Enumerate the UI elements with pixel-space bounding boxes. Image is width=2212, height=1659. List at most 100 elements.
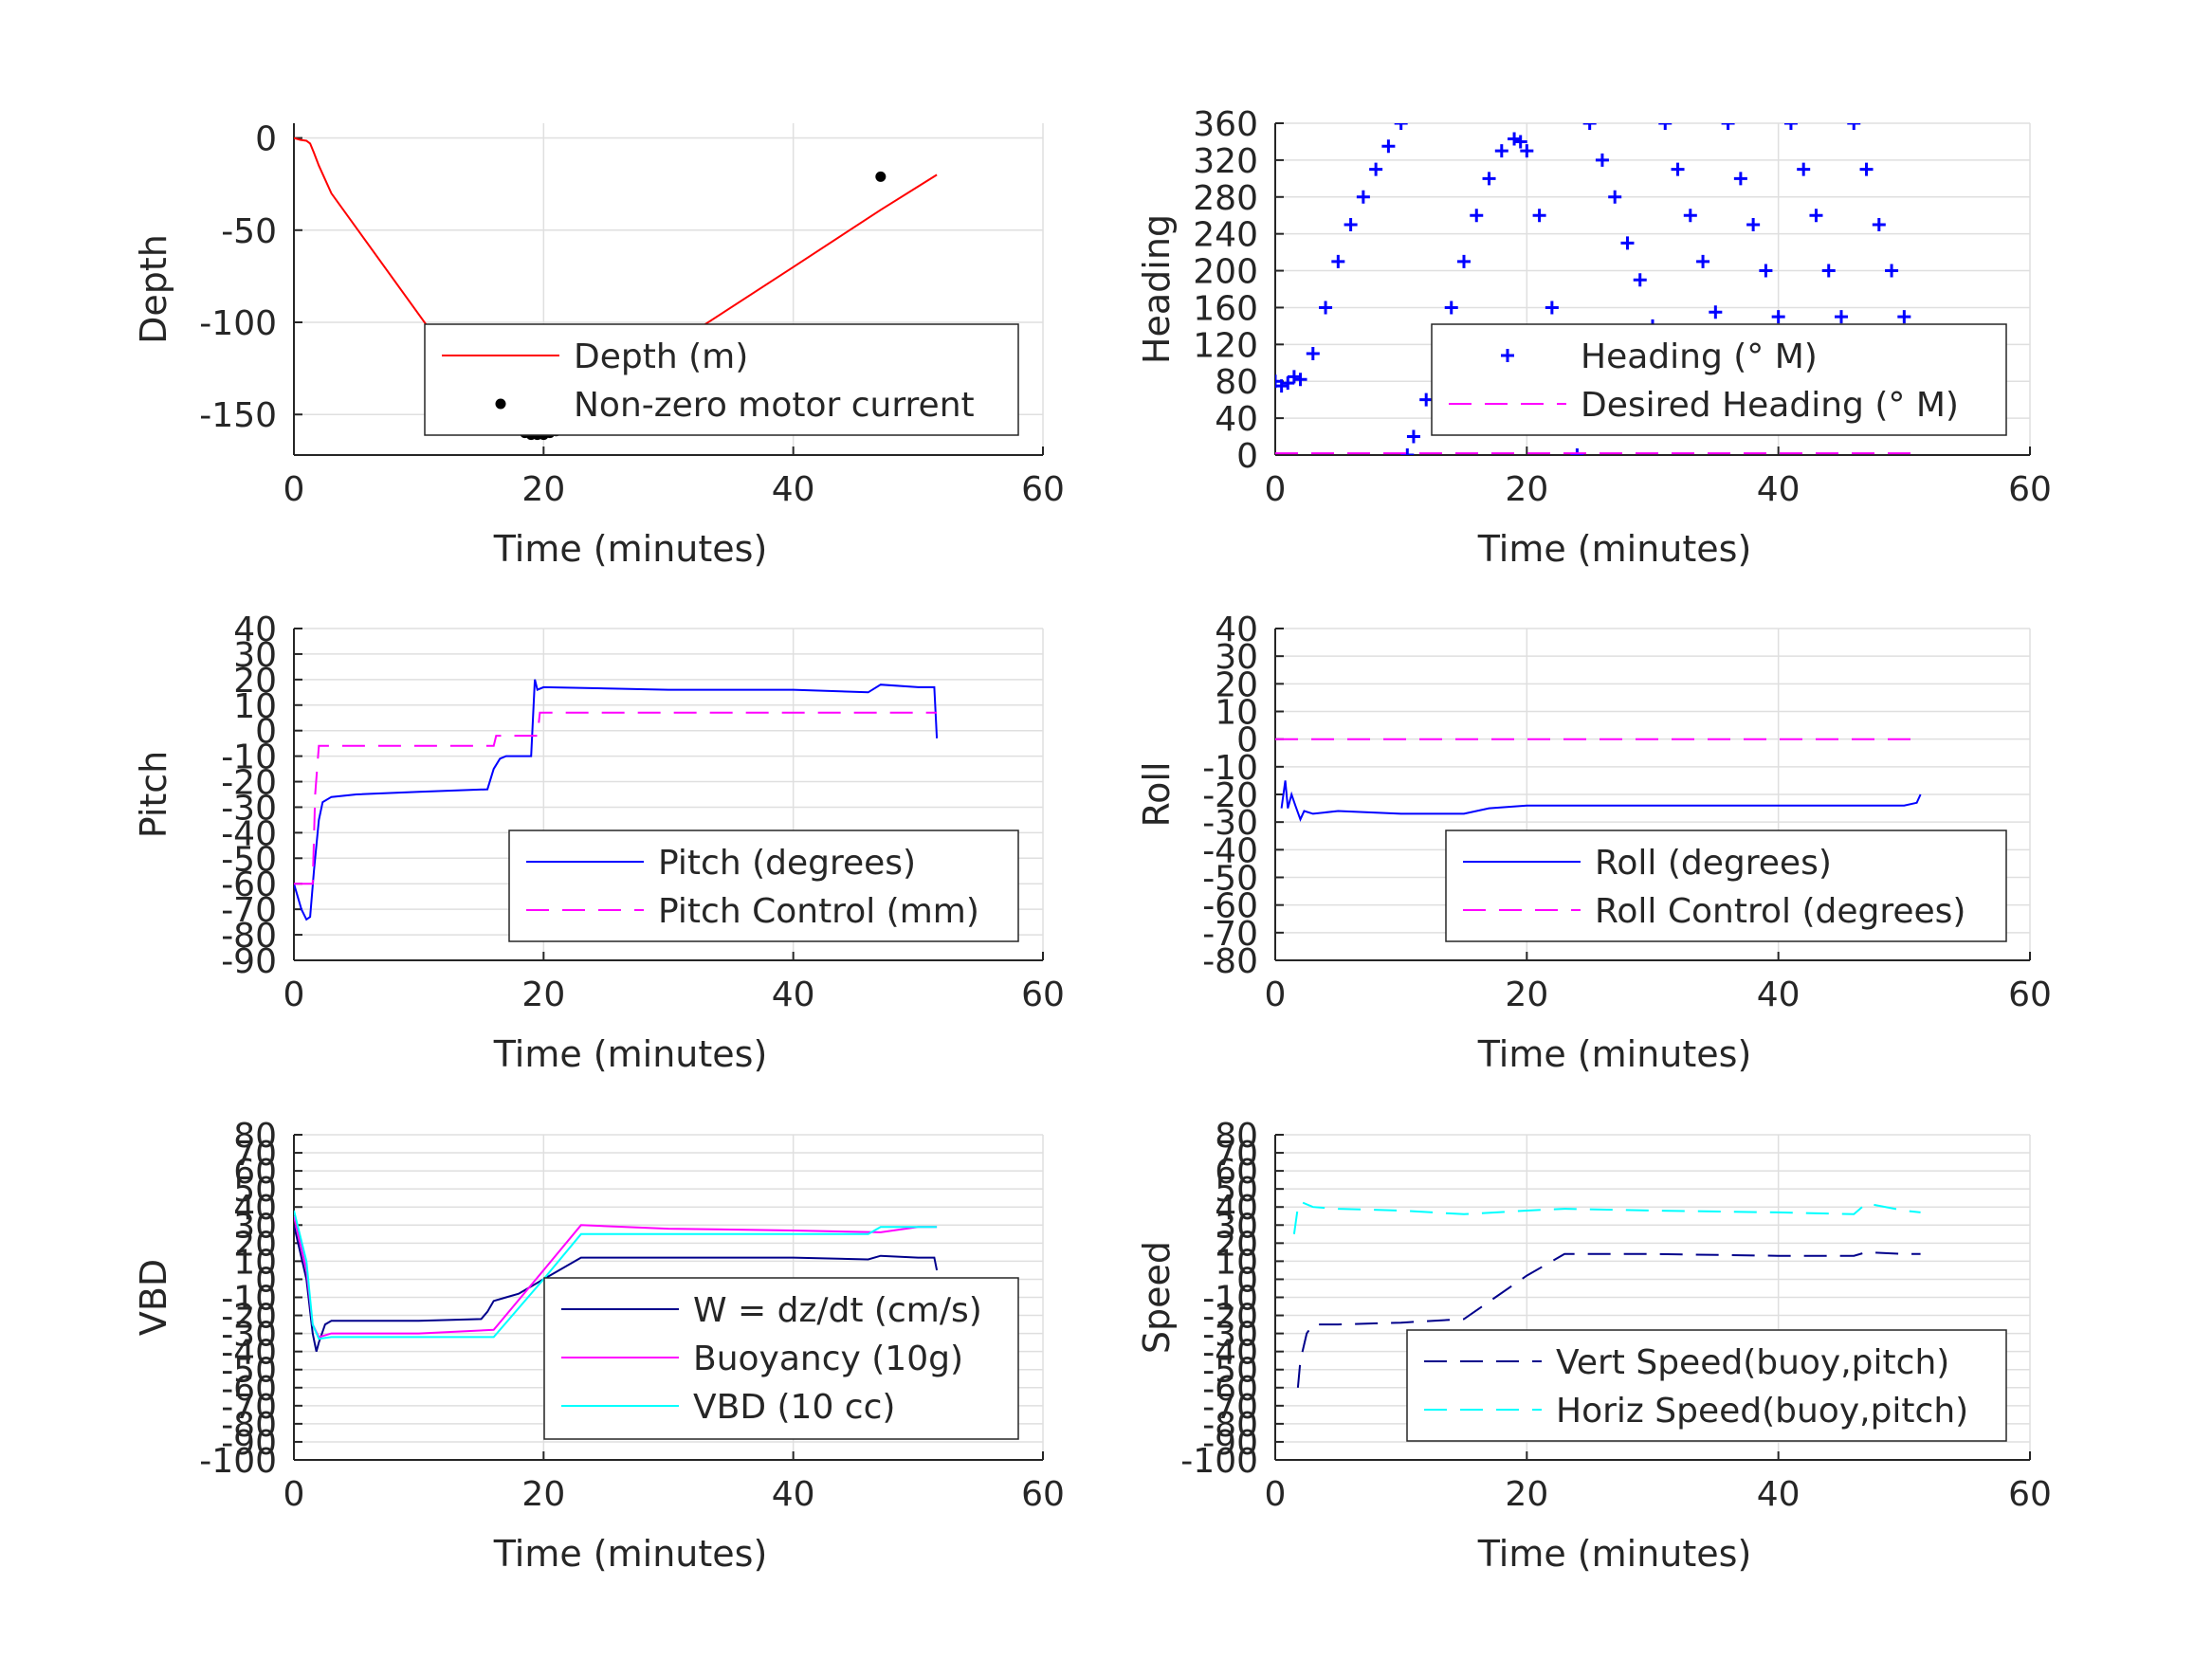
legend-label: Pitch (degrees) (658, 844, 916, 883)
heading-legend: Heading (° M) Desired Heading (° M) (1431, 323, 2007, 436)
vbd-legend: W = dz/dt (cm/s) Buoyancy (10g) VBD (10 cc… (543, 1277, 1019, 1440)
speed-legend: Vert Speed(buoy,pitch) Horiz Speed(buoy,p… (1406, 1329, 2007, 1442)
x-tick-label: 40 (772, 975, 815, 1014)
y-tick-label: 10 (233, 1243, 277, 1282)
x-tick-label: 0 (283, 470, 305, 509)
vbd-axes: 0 20 40 6080706050403020100-10-20-30-40-50-… (133, 1117, 1065, 1575)
x-tick-label: 20 (1505, 470, 1548, 509)
y-tick-label: 0 (255, 1261, 277, 1300)
y-tick-label: -30 (1202, 804, 1258, 843)
y-tick-label: 10 (233, 687, 277, 726)
data-point (1281, 376, 1295, 391)
data-point (1306, 347, 1320, 361)
speed-series-group (1292, 1200, 1921, 1388)
x-axis-label: Time (minutes) (1477, 528, 1752, 570)
data-point (1658, 123, 1673, 130)
legend-swatch (495, 398, 506, 410)
legend-label: Roll (degrees) (1595, 844, 1832, 883)
data-point (1532, 209, 1546, 223)
data-point (1595, 153, 1609, 167)
legend-label: Buoyancy (10g) (693, 1340, 963, 1378)
x-tick-label: 0 (1265, 975, 1287, 1014)
data-point (1419, 392, 1434, 407)
y-tick-label: 30 (1215, 638, 1258, 677)
legend-label: Non-zero motor current (574, 386, 975, 425)
y-tick-label: -40 (221, 814, 277, 853)
legend-box (1445, 830, 2007, 942)
y-tick-label: -10 (221, 738, 277, 777)
y-tick-label: 0 (1236, 437, 1258, 476)
data-point (1275, 379, 1289, 393)
series-line-1 (294, 711, 938, 885)
series-line-0 (294, 1225, 939, 1352)
data-point (1457, 254, 1471, 268)
y-tick-label: -40 (1202, 1334, 1258, 1373)
y-tick-label: -70 (1202, 915, 1258, 954)
roll-series-group (1275, 738, 1924, 822)
y-tick-label: 20 (1215, 1225, 1258, 1264)
data-point (1797, 162, 1811, 176)
x-tick-label: 60 (1021, 470, 1065, 509)
data-point (1394, 123, 1408, 130)
y-tick-label: 80 (233, 1117, 277, 1156)
data-point (1671, 162, 1685, 176)
data-point (1620, 236, 1635, 250)
speed-axes: 0 20 40 6080706050403020100-10-20-30-40-50-… (1136, 1117, 2052, 1575)
legend-label: Roll Control (degrees) (1595, 892, 1965, 931)
data-point (1482, 172, 1496, 186)
data-point (1513, 135, 1527, 149)
y-axis-label: Pitch (133, 751, 174, 839)
y-tick-label: 200 (1193, 253, 1258, 292)
data-point (1369, 162, 1383, 176)
x-axis-label: Time (minutes) (1477, 1533, 1752, 1575)
series-line-0 (294, 679, 939, 921)
y-axis-label: Roll (1136, 761, 1178, 827)
x-axis-label: Time (minutes) (493, 1033, 768, 1075)
legend-label: W = dz/dt (cm/s) (693, 1291, 982, 1330)
data-point (1319, 301, 1333, 315)
x-tick-label: 0 (1265, 470, 1287, 509)
x-tick-label: 20 (1505, 1475, 1548, 1514)
x-tick-label: 60 (2008, 1475, 2052, 1514)
legend-label: Pitch Control (mm) (658, 892, 979, 931)
data-point (1275, 374, 1282, 389)
data-point (1721, 123, 1735, 130)
y-tick-label: -80 (1202, 942, 1258, 981)
data-point (1406, 429, 1420, 444)
legend-label: Depth (m) (574, 337, 748, 376)
data-point (1470, 209, 1484, 223)
data-point (1709, 305, 1723, 319)
x-axis-label: Time (minutes) (1477, 1033, 1752, 1075)
y-tick-label: -50 (1202, 860, 1258, 899)
data-point (1859, 162, 1874, 176)
data-point (1733, 172, 1747, 186)
x-tick-label: 40 (772, 1475, 815, 1514)
y-tick-label: 10 (1215, 694, 1258, 733)
legend-swatch (1501, 349, 1514, 362)
legend-label: Desired Heading (° M) (1581, 386, 1959, 425)
data-point (1570, 448, 1584, 455)
y-tick-label: 360 (1193, 105, 1258, 144)
roll-legend: Roll (degrees) Roll Control (degrees) (1445, 830, 2007, 942)
legend-label: Heading (° M) (1581, 337, 1818, 376)
pitch-legend: Pitch (degrees) Pitch Control (mm) (508, 830, 1019, 942)
y-tick-label: 80 (1215, 1117, 1258, 1156)
x-tick-label: 60 (2008, 470, 2052, 509)
data-point (1331, 254, 1345, 268)
y-tick-label: -50 (221, 212, 277, 251)
y-tick-label: -20 (221, 1298, 277, 1337)
data-point (1608, 190, 1622, 204)
data-point (1545, 301, 1559, 315)
y-tick-label: -100 (199, 1442, 277, 1481)
legend-box (1406, 1329, 2007, 1442)
data-point (1356, 190, 1370, 204)
y-axis-label: Depth (133, 234, 174, 344)
x-axis-label: Time (minutes) (493, 1533, 768, 1575)
y-axis-label: Speed (1136, 1241, 1178, 1354)
x-tick-label: 0 (283, 1475, 305, 1514)
legend-box (1431, 323, 2007, 436)
y-tick-label: -10 (221, 1280, 277, 1319)
y-tick-label: 20 (1215, 665, 1258, 704)
